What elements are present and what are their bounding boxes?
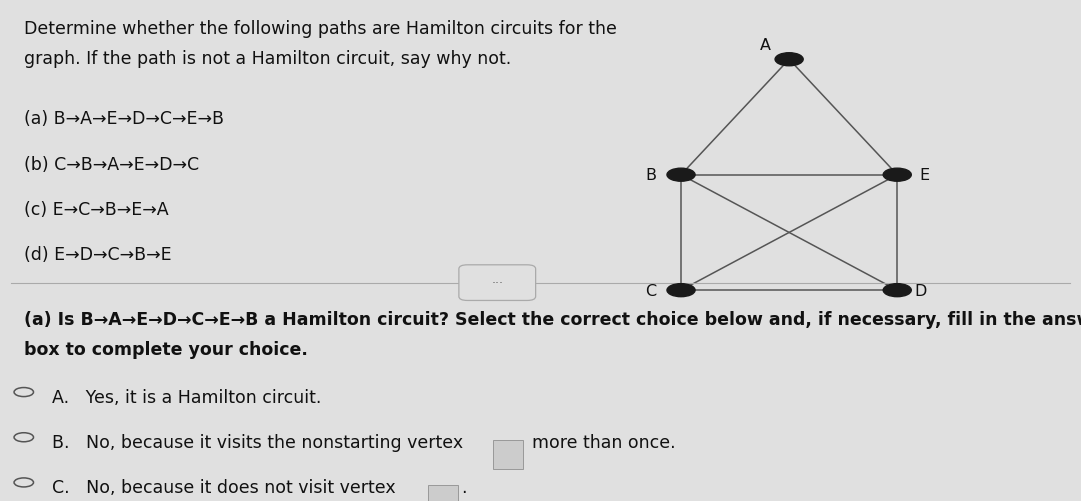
Text: (a) B→A→E→D→C→E→B: (a) B→A→E→D→C→E→B xyxy=(24,110,224,128)
FancyBboxPatch shape xyxy=(459,266,536,301)
Text: A.   Yes, it is a Hamilton circuit.: A. Yes, it is a Hamilton circuit. xyxy=(52,388,321,406)
Text: A: A xyxy=(760,38,771,53)
Text: ···: ··· xyxy=(491,277,504,290)
Text: C: C xyxy=(645,283,656,298)
Text: E: E xyxy=(919,168,930,183)
Text: more than once.: more than once. xyxy=(532,433,676,451)
Text: B.   No, because it visits the nonstarting vertex: B. No, because it visits the nonstarting… xyxy=(52,433,463,451)
FancyBboxPatch shape xyxy=(428,485,458,501)
Text: .: . xyxy=(462,478,467,496)
Circle shape xyxy=(775,54,803,67)
Text: (b) C→B→A→E→D→C: (b) C→B→A→E→D→C xyxy=(24,155,199,173)
Text: (d) E→D→C→B→E: (d) E→D→C→B→E xyxy=(24,245,172,264)
Text: box to complete your choice.: box to complete your choice. xyxy=(24,341,308,359)
Circle shape xyxy=(883,284,911,297)
Text: D: D xyxy=(915,283,927,298)
Text: C.   No, because it does not visit vertex: C. No, because it does not visit vertex xyxy=(52,478,396,496)
FancyBboxPatch shape xyxy=(493,440,523,469)
Circle shape xyxy=(667,169,695,182)
Text: B: B xyxy=(645,168,656,183)
Text: Determine whether the following paths are Hamilton circuits for the: Determine whether the following paths ar… xyxy=(24,20,616,38)
Text: (c) E→C→B→E→A: (c) E→C→B→E→A xyxy=(24,200,169,218)
Text: (a) Is B→A→E→D→C→E→B a Hamilton circuit? Select the correct choice below and, if: (a) Is B→A→E→D→C→E→B a Hamilton circuit?… xyxy=(24,311,1081,329)
Text: graph. If the path is not a Hamilton circuit, say why not.: graph. If the path is not a Hamilton cir… xyxy=(24,50,511,68)
Circle shape xyxy=(883,169,911,182)
Circle shape xyxy=(667,284,695,297)
